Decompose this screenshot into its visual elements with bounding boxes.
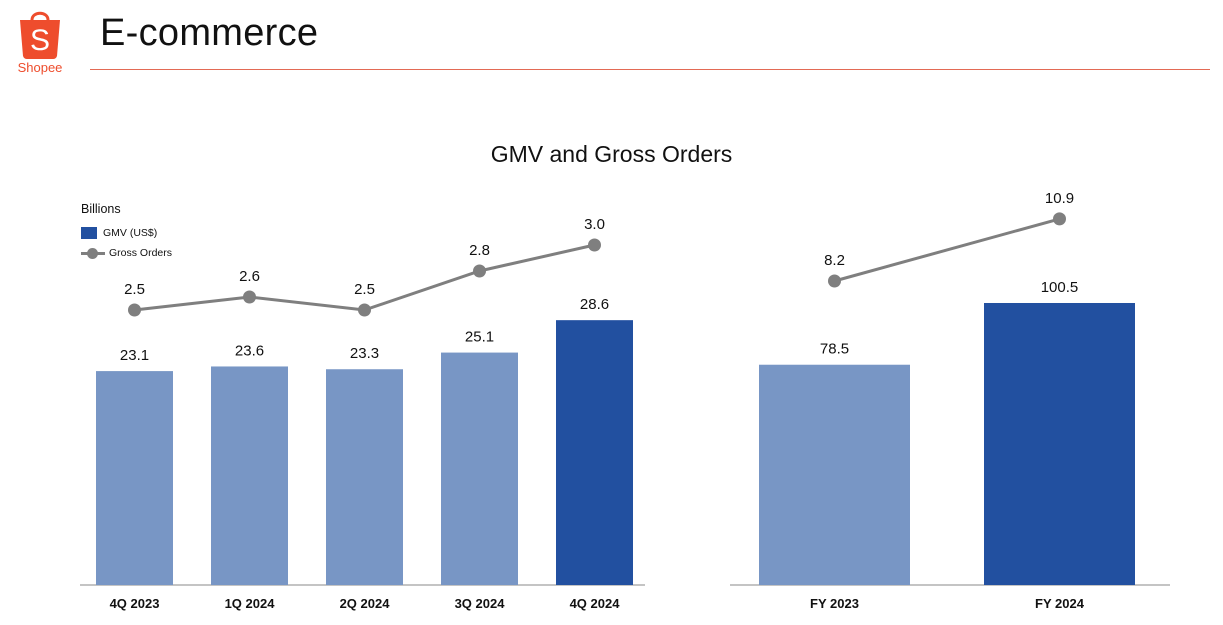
bar-gmv: [556, 320, 633, 585]
gross-orders-line: [134, 243, 595, 312]
gross-orders-point: [473, 264, 486, 278]
chart-legend: Billions GMV (US$) Gross Orders: [81, 202, 172, 263]
legend-item-orders: Gross Orders: [81, 243, 172, 263]
legend-units: Billions: [81, 202, 121, 216]
bar-gmv: [984, 302, 1135, 585]
gross-orders-point: [243, 290, 256, 304]
category-label: 1Q 2024: [225, 596, 276, 611]
gross-orders-value-label: 8.2: [824, 252, 845, 269]
category-label: 4Q 2024: [570, 596, 621, 611]
bar-value-label: 100.5: [1041, 279, 1079, 296]
bar-gmv: [326, 369, 403, 585]
gross-orders-point: [1053, 212, 1066, 226]
gross-orders-value-label: 2.5: [124, 281, 145, 298]
category-label: FY 2024: [1035, 596, 1085, 611]
legend-line-label: Gross Orders: [109, 247, 173, 259]
gross-orders-line: [834, 217, 1060, 283]
gross-orders-point: [358, 303, 371, 317]
legend-bar-label: GMV (US$): [103, 227, 158, 239]
gross-orders-point: [128, 303, 141, 317]
bar-value-label: 23.3: [350, 345, 379, 362]
svg-text:S: S: [30, 24, 50, 57]
gross-orders-value-label: 2.6: [239, 268, 260, 285]
bar-gmv: [759, 364, 910, 585]
header-divider: [90, 69, 1210, 70]
brand-name: Shopee: [17, 60, 63, 75]
page-title: E-commerce: [100, 12, 319, 54]
shopee-logo: S Shopee: [14, 6, 66, 76]
legend-bar-swatch: [81, 227, 97, 239]
chart-title: GMV and Gross Orders: [490, 141, 733, 167]
gross-orders-value-label: 3.0: [584, 216, 605, 233]
bar-value-label: 23.1: [120, 347, 149, 364]
category-label: 3Q 2024: [455, 596, 506, 611]
bar-gmv: [441, 352, 518, 585]
category-label: 2Q 2024: [340, 596, 391, 611]
gross-orders-value-label: 2.5: [354, 281, 375, 298]
bar-value-label: 78.5: [820, 341, 849, 358]
bar-value-label: 25.1: [465, 329, 494, 346]
bar-value-label: 23.6: [235, 342, 264, 359]
gross-orders-value-label: 10.9: [1045, 190, 1074, 207]
gross-orders-value-label: 2.8: [469, 242, 490, 259]
category-label: 4Q 2023: [110, 596, 160, 611]
shopping-bag-icon: S: [20, 11, 60, 59]
bar-gmv: [96, 371, 173, 585]
legend-line-swatch: [81, 247, 105, 259]
gross-orders-point: [828, 274, 841, 288]
category-label: FY 2023: [810, 596, 859, 611]
bar-value-label: 28.6: [580, 296, 609, 313]
legend-item-gmv: GMV (US$): [81, 223, 172, 243]
bar-gmv: [211, 366, 288, 585]
gross-orders-point: [588, 238, 601, 252]
